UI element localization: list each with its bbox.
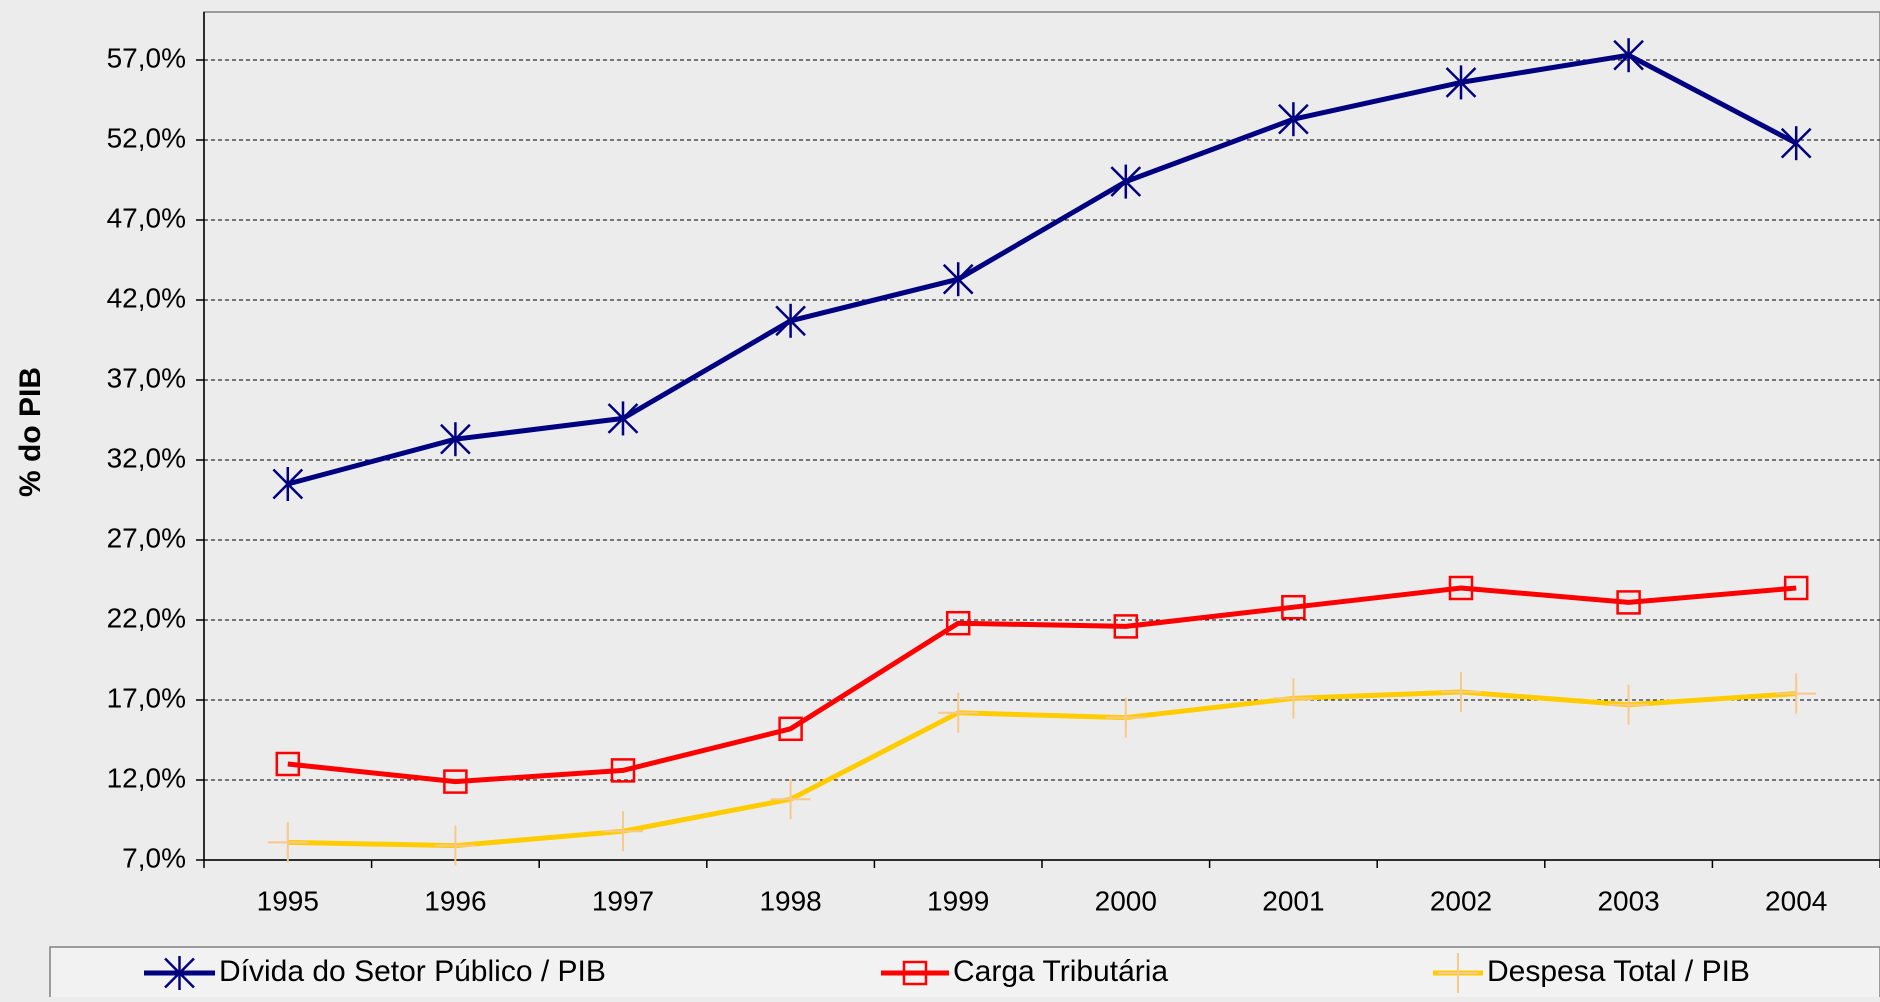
series-line (287, 585, 1797, 785)
y-axis-title: % do PIB (14, 367, 47, 497)
y-tick-label: 47,0% (107, 202, 186, 233)
data-point (1105, 697, 1146, 738)
data-point (1780, 126, 1812, 161)
legend (49, 946, 1880, 1000)
data-point (1616, 590, 1641, 615)
marker-stroke (775, 305, 806, 337)
data-point (603, 811, 643, 852)
x-tick-label: 1999 (927, 885, 989, 916)
data-point (938, 692, 979, 733)
data-point (942, 262, 974, 297)
legend-label: Dívida do Setor Público / PIB (219, 955, 606, 988)
data-point (1113, 614, 1139, 639)
x-tick-label: 2000 (1095, 885, 1157, 916)
marker-stroke (607, 403, 639, 434)
data-point (1273, 678, 1314, 719)
y-tick-label: 7,0% (122, 842, 186, 873)
data-point (443, 769, 468, 794)
data-point (778, 716, 803, 742)
data-point (1613, 38, 1644, 73)
marker-stroke (1278, 103, 1309, 135)
y-tick-label: 17,0% (107, 682, 186, 713)
x-tick-label: 1995 (257, 885, 319, 916)
x-tick-label: 2004 (1765, 885, 1827, 916)
data-point (440, 422, 471, 457)
x-tick-label: 1997 (592, 885, 654, 916)
data-point (1441, 672, 1481, 712)
data-point (275, 751, 301, 777)
data-point (770, 779, 811, 820)
marker-stroke (1780, 127, 1812, 159)
data-point (1608, 684, 1649, 725)
y-tick-label: 32,0% (107, 442, 186, 473)
marker-stroke (1110, 166, 1142, 197)
data-point (1278, 102, 1309, 137)
marker-stroke (942, 263, 974, 295)
y-tick-label: 57,0% (107, 42, 186, 73)
data-point (1448, 575, 1474, 601)
y-tick-label: 22,0% (107, 602, 186, 633)
x-tick-label: 2002 (1430, 885, 1492, 916)
data-point (272, 467, 304, 501)
x-tick-label: 2003 (1597, 885, 1659, 916)
marker-stroke (440, 423, 471, 455)
data-point (1281, 594, 1306, 620)
marker-stroke (1613, 39, 1644, 71)
data-point (435, 825, 476, 866)
marker-stroke (164, 957, 195, 989)
legend-marker (1438, 953, 1478, 993)
marker-stroke (1445, 67, 1477, 98)
data-point (1445, 65, 1477, 100)
x-tick-label: 2001 (1262, 885, 1324, 916)
legend-label: Despesa Total / PIB (1487, 955, 1750, 988)
data-point (775, 303, 806, 338)
x-tick-label: 1996 (424, 885, 486, 916)
data-point (1783, 575, 1809, 601)
marker-stroke (272, 468, 304, 500)
x-tick-label: 1998 (759, 885, 821, 916)
data-point (607, 401, 639, 436)
y-tick-label: 27,0% (107, 522, 186, 553)
series-line (287, 52, 1798, 487)
data-point (945, 610, 971, 636)
series-line (287, 689, 1797, 849)
data-point (1776, 673, 1817, 714)
y-tick-label: 52,0% (107, 122, 186, 153)
y-tick-label: 37,0% (107, 362, 186, 393)
data-point (267, 822, 308, 863)
legend-marker (902, 960, 928, 986)
legend-label: Carga Tributária (953, 955, 1168, 988)
data-point (610, 758, 636, 783)
data-point (1110, 164, 1142, 199)
y-tick-label: 42,0% (107, 282, 186, 313)
legend-marker (164, 956, 195, 990)
y-tick-label: 12,0% (107, 762, 186, 793)
